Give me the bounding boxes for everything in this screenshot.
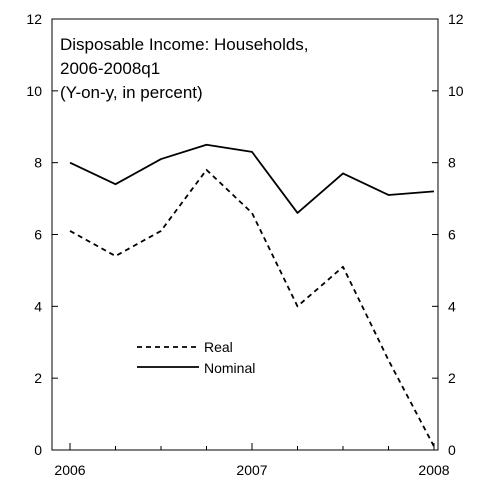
y-tick-label-left: 12: [26, 11, 42, 27]
legend-label-nominal: Nominal: [204, 360, 255, 376]
legend: Real Nominal: [137, 339, 255, 376]
title-line-1: Disposable Income: Households,: [60, 35, 309, 54]
y-tick-label-right: 0: [448, 442, 456, 458]
y-tick-label-right: 2: [448, 370, 456, 386]
chart-title: Disposable Income: Households, 2006-2008…: [60, 35, 309, 102]
legend-label-real: Real: [204, 339, 233, 355]
series-layer: [69, 143, 435, 447]
y-tick-label-right: 10: [448, 83, 464, 99]
title-line-2: 2006-2008q1: [60, 59, 160, 78]
y-tick-label-left: 2: [34, 370, 42, 386]
y-tick-label-left: 8: [34, 155, 42, 171]
y-tick-label-right: 6: [448, 227, 456, 243]
title-line-3: (Y-on-y, in percent): [60, 83, 203, 102]
y-tick-label-right: 4: [448, 298, 456, 314]
series-line-nominal: [69, 143, 435, 214]
x-tick-label: 2008: [418, 462, 449, 478]
y-tick-label-right: 8: [448, 155, 456, 171]
series-line-real: [69, 168, 435, 447]
left-y-axis: 0 2 4 6 8 10 12: [26, 11, 58, 458]
right-y-axis: 0 2 4 6 8 10 12: [432, 11, 464, 458]
y-tick-label-left: 0: [34, 442, 42, 458]
y-tick-label-left: 10: [26, 83, 42, 99]
x-tick-label: 2006: [54, 462, 85, 478]
x-axis: 2006 2007 2008: [54, 443, 450, 478]
data-point-real: [114, 255, 117, 258]
x-tick-label: 2007: [236, 462, 267, 478]
y-tick-label-left: 4: [34, 298, 42, 314]
data-point-real: [387, 359, 390, 362]
y-tick-label-left: 6: [34, 227, 42, 243]
y-tick-label-right: 12: [448, 11, 464, 27]
